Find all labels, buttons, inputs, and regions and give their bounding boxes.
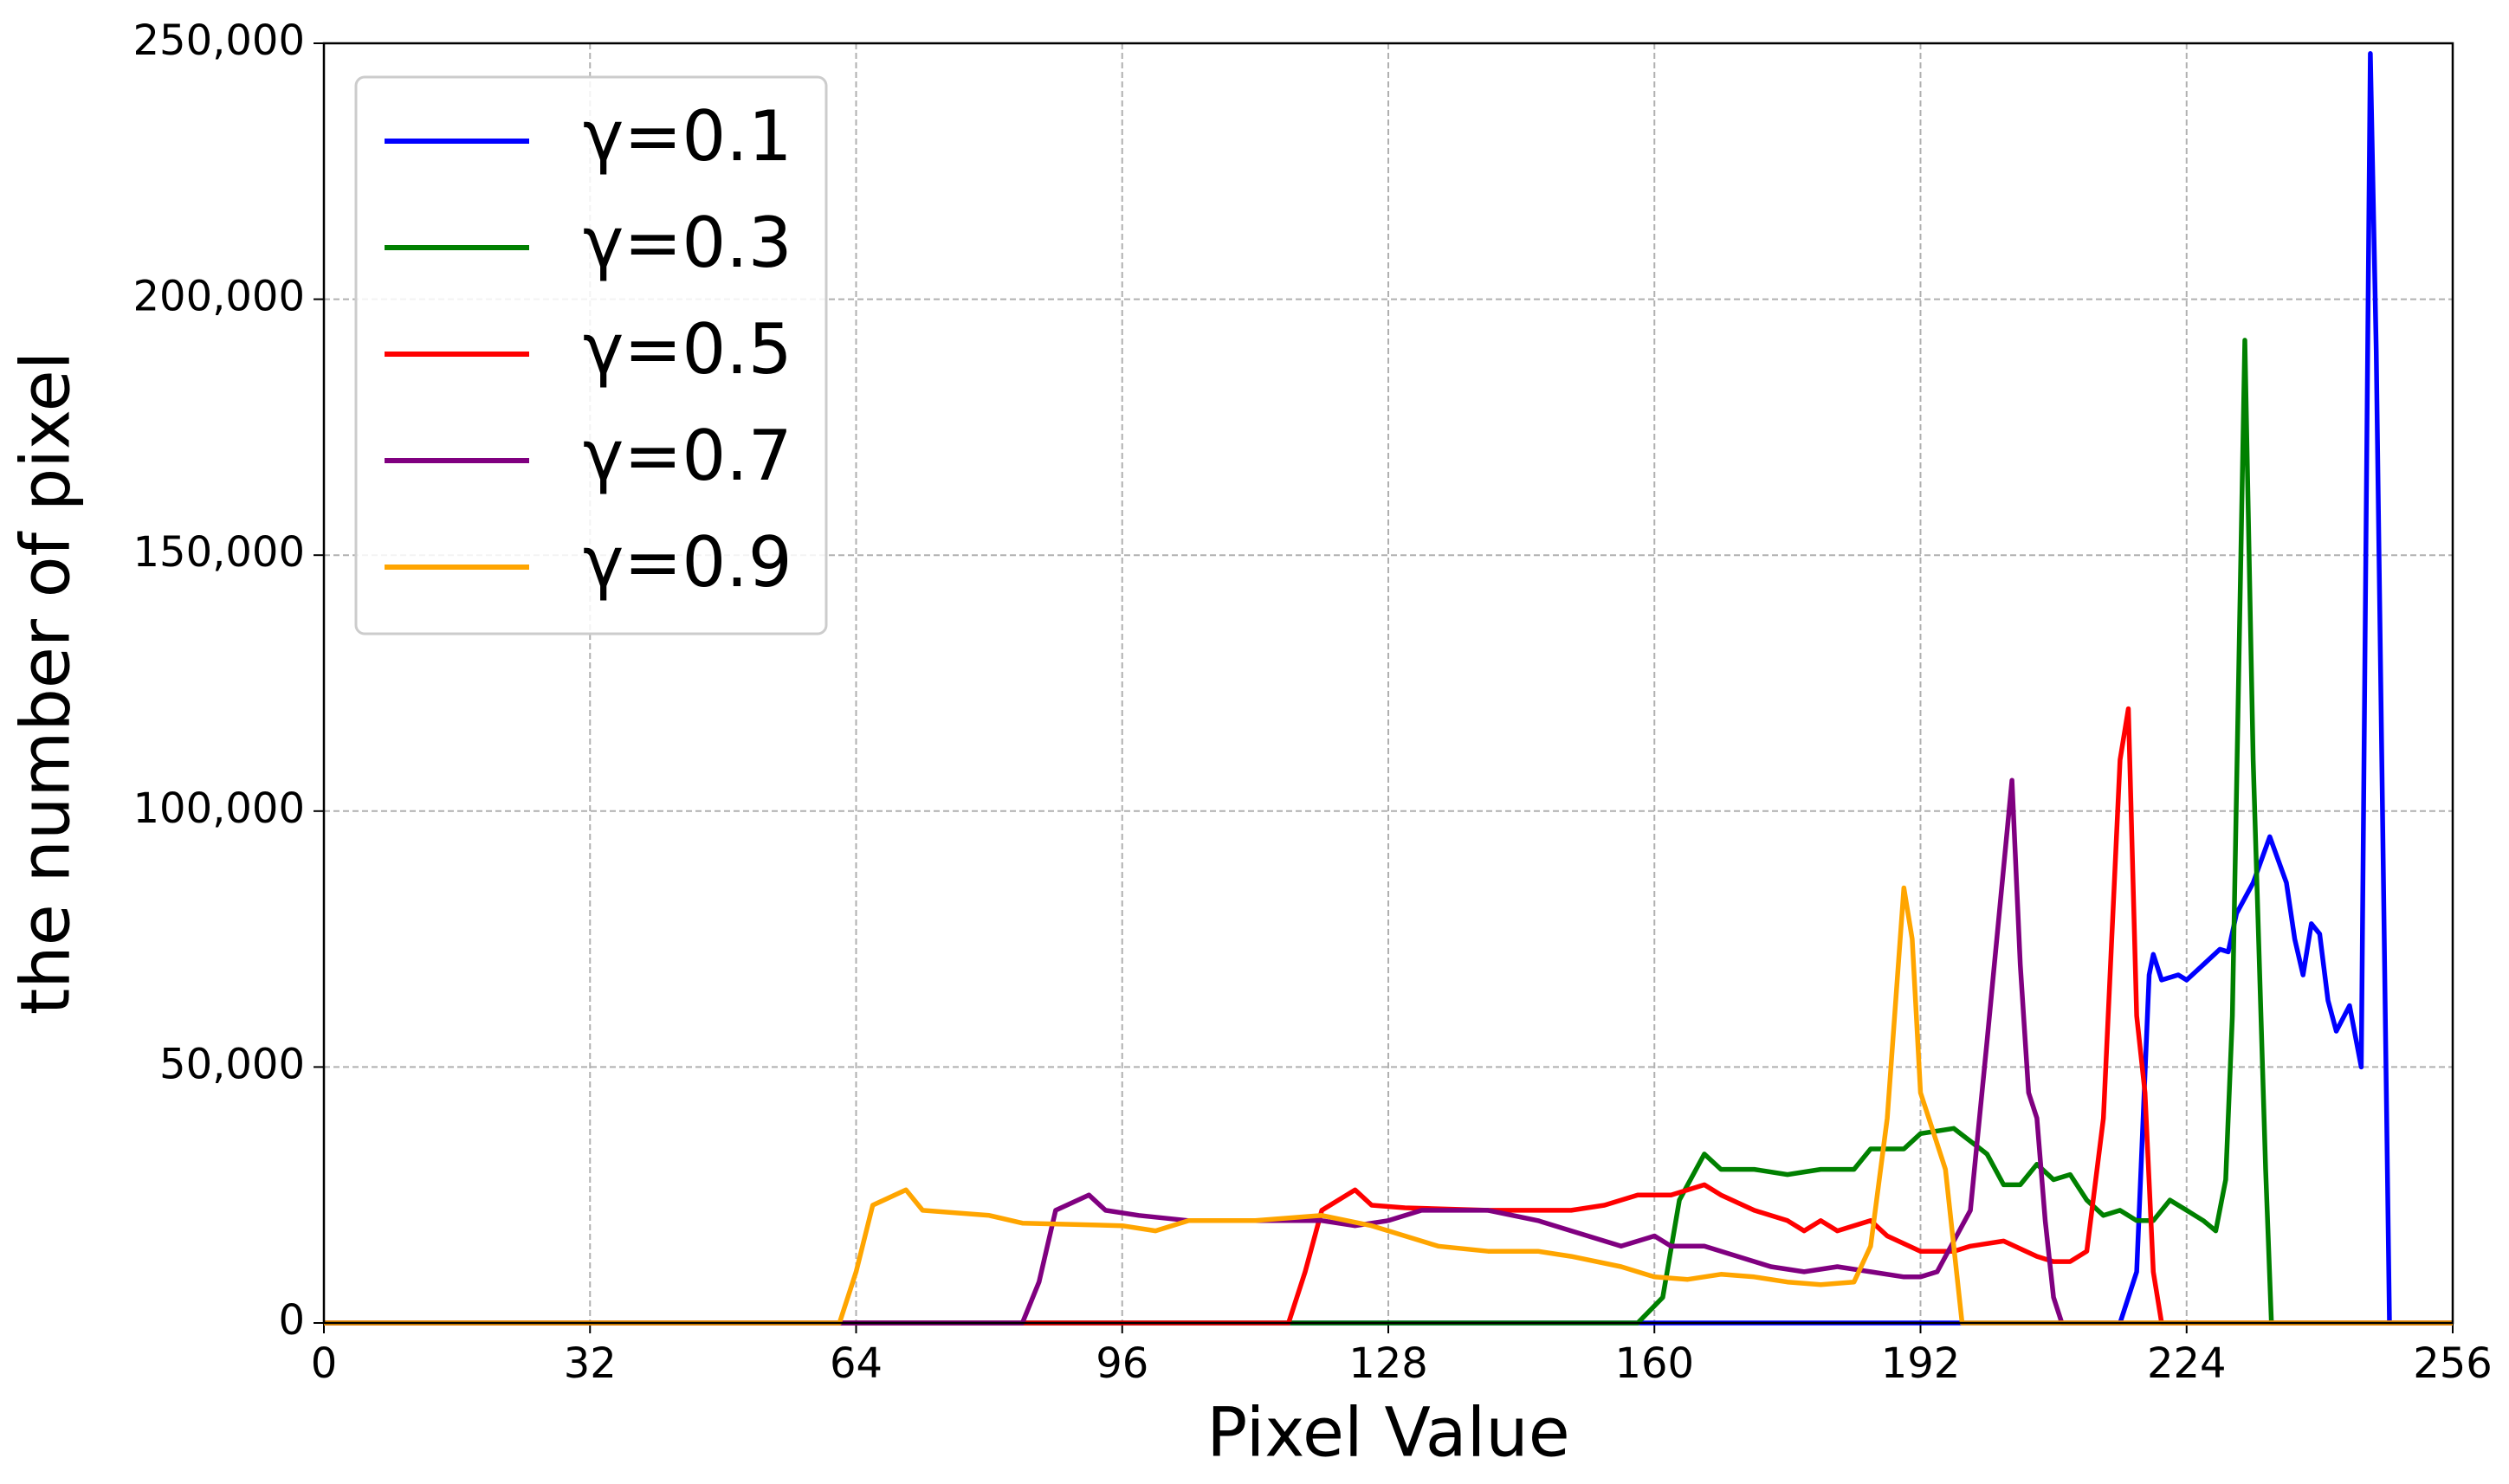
x-tick-label: 128 (1348, 1339, 1428, 1388)
x-tick-label: 96 (1096, 1339, 1148, 1388)
y-tick-label: 0 (278, 1296, 305, 1345)
series-line (324, 706, 2453, 1326)
x-tick-label: 224 (2147, 1339, 2227, 1388)
series-line (324, 51, 2453, 1326)
x-tick-label: 160 (1614, 1339, 1694, 1388)
x-tick-label: 32 (564, 1339, 617, 1388)
series-line (324, 777, 2453, 1326)
x-tick-label: 64 (830, 1339, 883, 1388)
x-axis-label: Pixel Value (1206, 1394, 1569, 1472)
plot-frame (322, 42, 2454, 1325)
legend-label: γ=0.5 (583, 309, 792, 390)
legend-label: γ=0.1 (583, 96, 792, 177)
legend-box (354, 75, 828, 636)
legend-label: γ=0.7 (583, 416, 792, 496)
x-tick-label: 192 (1881, 1339, 1961, 1388)
y-tick-label: 250,000 (133, 16, 306, 65)
x-tick-label: 256 (2413, 1339, 2493, 1388)
series-line (324, 885, 2453, 1326)
y-tick-label: 100,000 (133, 784, 306, 833)
x-tick-label: 0 (311, 1339, 338, 1388)
y-tick-label: 150,000 (133, 528, 306, 577)
series-line (324, 338, 2453, 1326)
y-axis-label: the number of pixel (7, 352, 85, 1016)
legend-label: γ=0.9 (583, 522, 792, 603)
legend: γ=0.1 γ=0.3 γ=0.5 γ=0.7 γ=0.9 (354, 75, 828, 636)
y-tick-label: 50,000 (159, 1040, 305, 1088)
y-tick-label: 200,000 (133, 273, 306, 321)
legend-label: γ=0.3 (583, 203, 792, 283)
